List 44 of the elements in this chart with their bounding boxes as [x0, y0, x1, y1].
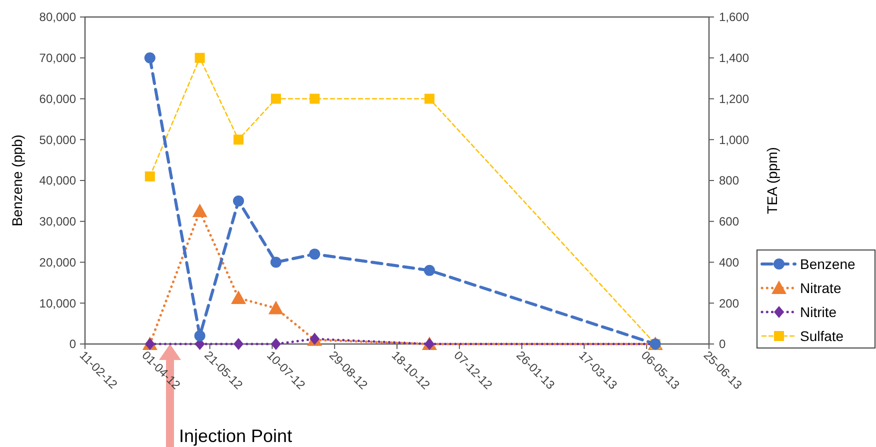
y-tick-label: 30,000 [39, 214, 76, 229]
legend-label: Sulfate [800, 328, 844, 344]
point [270, 338, 281, 350]
y2-tick-label: 1,400 [719, 51, 750, 66]
y2-tick-label: 1,200 [719, 92, 750, 106]
y-tick-label: 10,000 [39, 296, 76, 310]
y-tick-label: 80,000 [39, 10, 76, 24]
y-tick-label: 40,000 [39, 174, 76, 188]
point [309, 248, 320, 260]
point [144, 171, 155, 182]
y2-axis-title: TEA (ppm) [764, 147, 780, 214]
y2-tick-label: 1,600 [719, 10, 750, 24]
y-tick-label: 20,000 [39, 255, 76, 270]
y-tick-label: 50,000 [39, 132, 76, 147]
point [310, 94, 320, 104]
point [234, 134, 244, 145]
point [233, 195, 244, 206]
y2-tick-label: 0 [719, 337, 726, 352]
point [270, 256, 282, 268]
y-tick-label: 60,000 [39, 92, 76, 106]
y2-tick-label: 800 [719, 174, 740, 188]
point [231, 290, 246, 304]
point [144, 52, 156, 64]
legend-label: Nitrate [800, 280, 842, 296]
legend-label: Nitrite [800, 304, 837, 320]
point [192, 204, 208, 218]
y2-tick-label: 1,000 [719, 132, 750, 147]
y2-tick-label: 400 [719, 255, 740, 270]
point [234, 338, 244, 350]
point [424, 264, 435, 276]
point [424, 338, 434, 350]
point [194, 52, 205, 63]
y-tick-label: 70,000 [39, 51, 76, 66]
y2-tick-label: 200 [719, 296, 740, 310]
y-axis-title: Benzene (ppb) [9, 134, 25, 226]
legend-label: Benzene [800, 256, 856, 272]
y-tick-label: 0 [69, 337, 76, 352]
point [270, 94, 281, 104]
text: Injection Point [179, 426, 292, 446]
point [194, 330, 206, 342]
point [268, 300, 284, 314]
point [424, 94, 434, 104]
point [310, 332, 320, 345]
y2-tick-label: 600 [719, 214, 740, 229]
